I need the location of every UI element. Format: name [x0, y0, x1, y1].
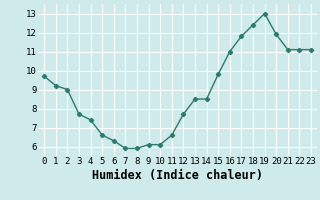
X-axis label: Humidex (Indice chaleur): Humidex (Indice chaleur)	[92, 169, 263, 182]
